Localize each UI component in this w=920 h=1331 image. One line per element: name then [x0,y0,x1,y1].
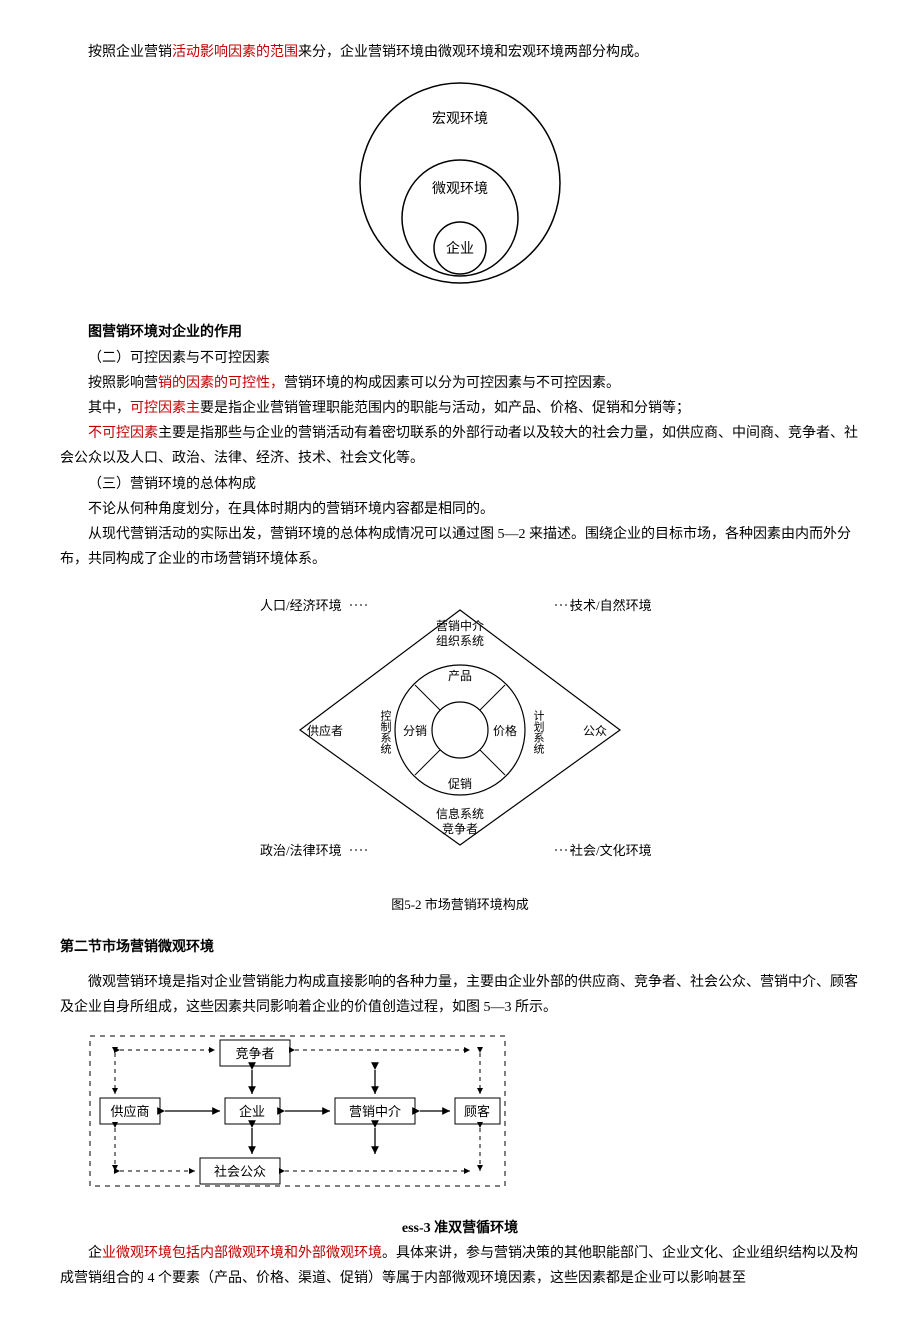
corner-tr: 技术/自然环境 [570,598,652,613]
text: 其中， [88,401,130,416]
ring-top: 产品 [448,669,472,683]
micro-env-detail: 企业微观环境包括内部微观环境和外部微观环境。具体来讲，参与营销决策的其他职能部门… [60,1241,860,1291]
inner-ring [432,702,488,758]
diamond-right: 公众 [583,724,607,738]
text: 来分，企业营销环境由微观环境和宏观环境两部分构成。 [298,45,648,60]
controllable-def: 其中，可控因素主要是指企业营销管理职能范围内的职能与活动，如产品、价格、促销和分… [60,396,860,421]
nested-circles-diagram: 宏观环境 微观环境 企业 [60,73,860,312]
intermediary-label: 营销中介 [349,1104,401,1119]
diagram3-caption: ess-3 准双营循环境 [60,1216,860,1241]
competitor-label: 竞争者 [235,1046,274,1061]
ring-right: 价格 [493,723,517,738]
para8: 从现代营销活动的实际出发，营销环境的总体构成情况可以通过图 5—2 来描述。围绕… [60,522,860,572]
enterprise-label: 企业 [239,1104,265,1119]
ring-left-outer: 控制系统 [379,709,392,754]
customer-label: 顾客 [464,1104,490,1119]
para7: 不论从何种角度划分，在具体时期内的营销环境内容都是相同的。 [60,497,860,522]
ring-right-outer: 计划系统 [532,710,545,754]
highlight-text: 活动影响因素的范围 [172,45,298,60]
highlight-text: 可控因素主 [130,401,200,416]
controllable-intro: 按照影响营销的因素的可控性，营销环境的构成因素可以分为可控因素与不可控因素。 [60,371,860,396]
corner-tl: 人口/经济环境 [260,598,342,613]
intro-paragraph: 按照企业营销活动影响因素的范围来分，企业营销环境由微观环境和宏观环境两部分构成。 [60,40,860,65]
outer-label: 宏观环境 [432,111,488,127]
nested-circles-svg: 宏观环境 微观环境 企业 [310,73,610,303]
micro-env-flow-diagram: 竞争者 供应商 企业 营销中介 顾客 社会公众 [80,1028,860,1207]
ring-left: 分销 [403,724,427,738]
boxes-group: 竞争者 供应商 企业 营销中介 顾客 社会公众 [100,1040,500,1184]
text: 营销环境的构成因素可以分为可控因素与不可控因素。 [284,376,620,391]
diamond-bottom-2: 竞争者 [442,822,478,836]
text: 企 [88,1246,102,1261]
public-label: 社会公众 [214,1164,266,1179]
diagram2-caption: 图5-2 市场营销环境构成 [60,893,860,916]
ring-bottom: 促销 [448,777,472,791]
middle-label: 微观环境 [432,181,488,197]
diamond-left: 供应者 [307,723,343,738]
text: 按照影响营 [88,376,158,391]
highlight-text: 不可控因素 [88,426,158,441]
ring-dividers [415,685,505,775]
text: 按照企业营销 [88,45,172,60]
text: 主要是指那些与企业的营销活动有着密切联系的外部行动者以及较大的社会力量，如供应商… [60,426,858,466]
subsection-3: （三）营销环境的总体构成 [60,472,860,497]
diamond-bottom-1: 信息系统 [436,806,484,821]
diamond-top-2: 组织系统 [436,634,484,648]
marketing-env-svg: 人口/经济环境 技术/自然环境 政治/法律环境 社会/文化环境 营销中介 组织系… [240,580,680,880]
diagram1-caption: 图营销环境对企业的作用 [60,320,860,345]
diamond-top-1: 营销中介 [436,618,484,633]
inner-label: 企业 [446,240,474,257]
section2-title: 第二节市场营销微观环境 [60,935,860,960]
middle-circle [402,160,518,276]
subsection-2: （二）可控因素与不可控因素 [60,346,860,371]
corner-br: 社会/文化环境 [570,843,652,858]
corner-bl: 政治/法律环境 [260,843,342,858]
highlight-text: 销的因素的可控性， [158,376,284,391]
micro-env-intro: 微观营销环境是指对企业营销能力构成直接影响的各种力量，主要由企业外部的供应商、竞… [60,970,860,1020]
uncontrollable-def: 不可控因素主要是指那些与企业的营销活动有着密切联系的外部行动者以及较大的社会力量… [60,421,860,471]
supplier-label: 供应商 [110,1104,149,1119]
highlight-text: 业微观环境包括内部微观环境和外部微观环境 [102,1246,382,1261]
marketing-env-diagram: 人口/经济环境 技术/自然环境 政治/法律环境 社会/文化环境 营销中介 组织系… [60,580,860,917]
micro-env-flow-svg: 竞争者 供应商 企业 营销中介 顾客 社会公众 [80,1028,520,1198]
text: 要是指企业营销管理职能范围内的职能与活动，如产品、价格、促销和分销等； [200,401,690,416]
